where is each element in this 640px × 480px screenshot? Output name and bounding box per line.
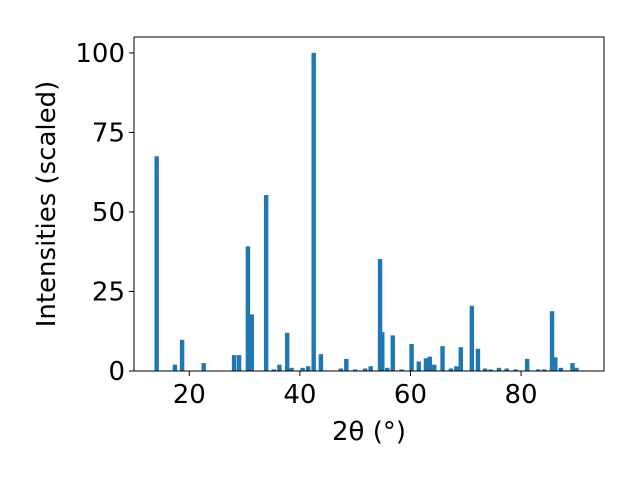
- bar: [549, 311, 555, 371]
- bar: [231, 355, 237, 371]
- bar: [432, 364, 437, 371]
- bar: [318, 354, 324, 371]
- bar: [454, 366, 459, 371]
- bar: [377, 259, 383, 371]
- bar: [362, 368, 368, 371]
- bar: [179, 339, 185, 371]
- bar: [448, 368, 454, 371]
- x-axis-label: 2θ (°): [332, 417, 406, 447]
- bar: [380, 332, 385, 371]
- bar: [390, 335, 395, 371]
- bar: [344, 358, 349, 371]
- bar: [289, 367, 294, 371]
- x-axis-ticks: 20 40 60 80: [173, 371, 538, 410]
- bar: [496, 367, 502, 371]
- y-tick-label: 50: [92, 198, 125, 228]
- x-tick-label: 60: [394, 380, 427, 410]
- bar: [469, 305, 475, 371]
- bar: [570, 363, 575, 371]
- y-axis-label: Intensities (scaled): [32, 81, 62, 328]
- y-tick-label: 100: [75, 39, 125, 69]
- bar: [172, 364, 178, 371]
- bar: [440, 346, 445, 371]
- bar: [263, 195, 269, 371]
- x-tick-label: 40: [283, 380, 316, 410]
- y-axis-ticks: 0 25 50 75 100: [75, 39, 134, 387]
- bar: [385, 367, 390, 371]
- bar: [245, 246, 251, 371]
- y-tick-label: 25: [92, 277, 125, 307]
- bar: [553, 357, 558, 371]
- bar: [277, 364, 282, 371]
- bar: [236, 355, 242, 371]
- bar: [311, 52, 316, 372]
- bar: [423, 358, 429, 371]
- bar: [154, 156, 159, 371]
- bar: [352, 369, 358, 371]
- bar: [409, 343, 414, 371]
- x-tick-label: 20: [173, 380, 206, 410]
- bar: [338, 368, 344, 371]
- plot-frame: [133, 36, 605, 372]
- bar: [271, 369, 277, 371]
- bar: [249, 314, 254, 371]
- bar: [535, 369, 541, 371]
- bar: [524, 358, 530, 371]
- bar: [482, 368, 488, 371]
- y-tick-label: 0: [108, 357, 125, 387]
- bar: [513, 369, 518, 371]
- bar: [399, 369, 404, 371]
- y-tick-label: 75: [92, 118, 125, 148]
- bar: [300, 367, 305, 371]
- bar: [201, 363, 206, 371]
- x-tick-label: 80: [505, 380, 538, 410]
- bar: [368, 366, 373, 371]
- bars-group: [154, 52, 579, 372]
- bar: [558, 367, 564, 371]
- bar: [475, 348, 481, 371]
- bar: [305, 366, 311, 371]
- bar: [458, 347, 463, 371]
- bar: [488, 369, 493, 371]
- bar: [574, 367, 579, 371]
- bar: [504, 368, 509, 371]
- bar: [542, 369, 547, 371]
- bar: [284, 332, 290, 371]
- bar: [416, 361, 421, 371]
- bar: [427, 356, 433, 371]
